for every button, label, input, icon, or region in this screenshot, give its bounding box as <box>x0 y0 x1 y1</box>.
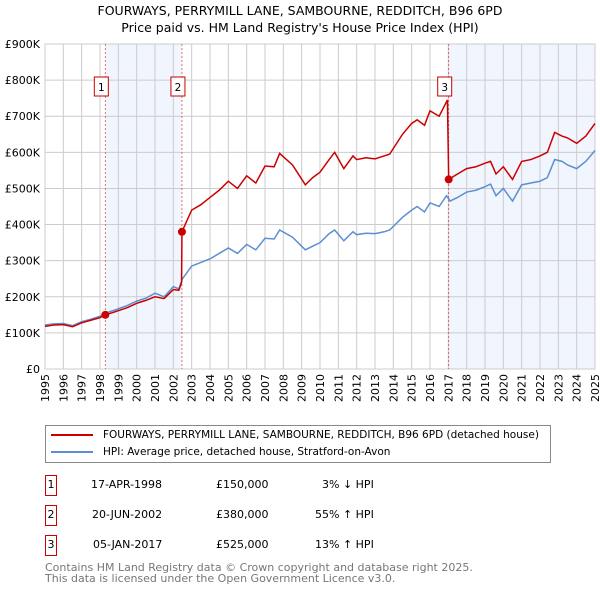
sale-badge: 2 <box>45 505 57 526</box>
y-tick-label: £100K <box>5 327 41 340</box>
x-tick-label: 1998 <box>94 374 107 402</box>
footer-line-2: This data is licensed under the Open Gov… <box>45 572 396 585</box>
sale-badge: 1 <box>45 475 57 496</box>
chart-subtitle: Price paid vs. HM Land Registry's House … <box>121 20 479 35</box>
plot-frame <box>44 43 596 370</box>
x-tick-label: 2015 <box>406 374 419 402</box>
property-price-line <box>44 99 596 328</box>
x-tick-label: 1996 <box>57 374 70 402</box>
sale-label-box <box>437 76 453 97</box>
chart-title: FOURWAYS, PERRYMILL LANE, SAMBOURNE, RED… <box>97 3 503 18</box>
x-tick-label: 2009 <box>296 374 309 402</box>
sale-label: 1 <box>98 82 105 94</box>
x-tick-label: 2022 <box>534 374 547 402</box>
x-tick-label: 2019 <box>479 374 492 402</box>
price-chart: 1995 1996 1997 1998 1999 2000 2001 2002 2003 2004… <box>5 38 600 402</box>
x-tick-label: 2014 <box>387 374 400 402</box>
x-tick-label: 2003 <box>186 374 199 402</box>
x-tick-label: 2018 <box>461 374 474 402</box>
x-tick-label: 2024 <box>571 374 584 402</box>
x-tick-label: 2006 <box>241 374 254 402</box>
x-tick-label: 1995 <box>39 374 52 402</box>
x-tick-label: 1997 <box>76 374 89 402</box>
x-tick-label: 2011 <box>332 374 345 402</box>
sale-label-box <box>170 76 186 97</box>
sale-point <box>177 227 186 236</box>
sale-row: 1 17-APR-1998 £150,000 3% ↓ HPI <box>45 475 445 496</box>
sale-date: 05-JAN-2017 <box>93 538 163 551</box>
legend-swatch-hpi <box>51 451 93 453</box>
sale-point <box>101 310 110 319</box>
x-tick-label: 2000 <box>131 374 144 402</box>
x-tick-label: 2002 <box>167 374 180 402</box>
sale-label: 2 <box>175 82 182 94</box>
sale-price: £380,000 <box>216 508 269 521</box>
sale-hpi: 13% ↑ HPI <box>315 538 374 551</box>
sale-date: 17-APR-1998 <box>91 478 163 491</box>
legend-label-property: FOURWAYS, PERRYMILL LANE, SAMBOURNE, RED… <box>103 429 539 441</box>
footer-line-1: Contains HM Land Registry data © Crown c… <box>45 561 473 574</box>
x-tick-label: 2013 <box>369 374 382 402</box>
x-tick-label: 2021 <box>516 374 529 402</box>
y-tick-label: £500K <box>5 182 41 195</box>
sale-hpi: 3% ↓ HPI <box>322 478 374 491</box>
y-tick-label: £0 <box>26 363 40 376</box>
x-tick-label: 2020 <box>497 374 510 402</box>
hpi-line <box>44 150 596 327</box>
sale-row: 2 20-JUN-2002 £380,000 55% ↑ HPI <box>45 505 445 526</box>
sale-point <box>444 175 453 184</box>
footer: Contains HM Land Registry data © Crown c… <box>45 562 595 584</box>
y-tick-label: £300K <box>5 255 41 268</box>
sale-label: 3 <box>441 82 448 94</box>
sale-hpi: 55% ↑ HPI <box>315 508 374 521</box>
x-tick-label: 2016 <box>424 374 437 402</box>
x-tick-label: 2023 <box>552 374 565 402</box>
x-tick-label: 2007 <box>259 374 272 402</box>
legend-label-hpi: HPI: Average price, detached house, Stra… <box>103 446 391 458</box>
x-tick-label: 2005 <box>222 374 235 402</box>
x-tick-label: 2012 <box>351 374 364 402</box>
legend: FOURWAYS, PERRYMILL LANE, SAMBOURNE, RED… <box>45 425 551 463</box>
x-tick-label: 2004 <box>204 374 217 402</box>
sale-label-box <box>93 76 109 97</box>
sale-price: £150,000 <box>216 478 269 491</box>
x-tick-label: 2001 <box>149 374 162 402</box>
x-tick-label: 2010 <box>314 374 327 402</box>
sale-badge: 3 <box>45 535 57 556</box>
y-tick-label: £200K <box>5 291 41 304</box>
sale-price: £525,000 <box>216 538 269 551</box>
x-tick-label: 2008 <box>277 374 290 402</box>
sale-date: 20-JUN-2002 <box>92 508 163 521</box>
x-tick-label: 2025 <box>589 374 600 402</box>
y-tick-label: £800K <box>5 74 41 87</box>
x-tick-label: 1999 <box>112 374 125 402</box>
sale-row: 3 05-JAN-2017 £525,000 13% ↑ HPI <box>45 535 445 556</box>
y-tick-label: £700K <box>5 110 41 123</box>
x-tick-label: 2017 <box>442 374 455 402</box>
y-tick-label: £400K <box>5 219 41 232</box>
y-tick-label: £600K <box>5 146 41 159</box>
y-tick-label: £900K <box>5 38 41 51</box>
legend-swatch-property <box>51 434 93 436</box>
